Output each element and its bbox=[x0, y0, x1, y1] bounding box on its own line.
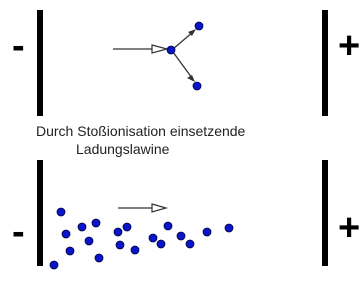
electron bbox=[193, 82, 201, 90]
drift-arrow bbox=[118, 204, 166, 212]
minus-sign: - bbox=[12, 211, 25, 253]
ionization-diagram: - + Durch Stoßionisation einsetzende Lad… bbox=[0, 0, 361, 290]
collision-arrows bbox=[113, 29, 196, 82]
plus-sign: + bbox=[338, 25, 360, 67]
electron bbox=[195, 22, 203, 30]
cathode-plate bbox=[37, 10, 43, 116]
electron-avalanche bbox=[50, 208, 233, 269]
electron bbox=[167, 46, 175, 54]
caption-line: Ladungslawine bbox=[76, 141, 170, 157]
cathode-plate bbox=[37, 160, 43, 266]
minus-sign: - bbox=[12, 25, 25, 67]
caption-line: Durch Stoßionisation einsetzende bbox=[36, 123, 246, 139]
anode-plate bbox=[322, 160, 328, 266]
plus-sign: + bbox=[338, 207, 360, 249]
anode-plate bbox=[322, 10, 328, 116]
